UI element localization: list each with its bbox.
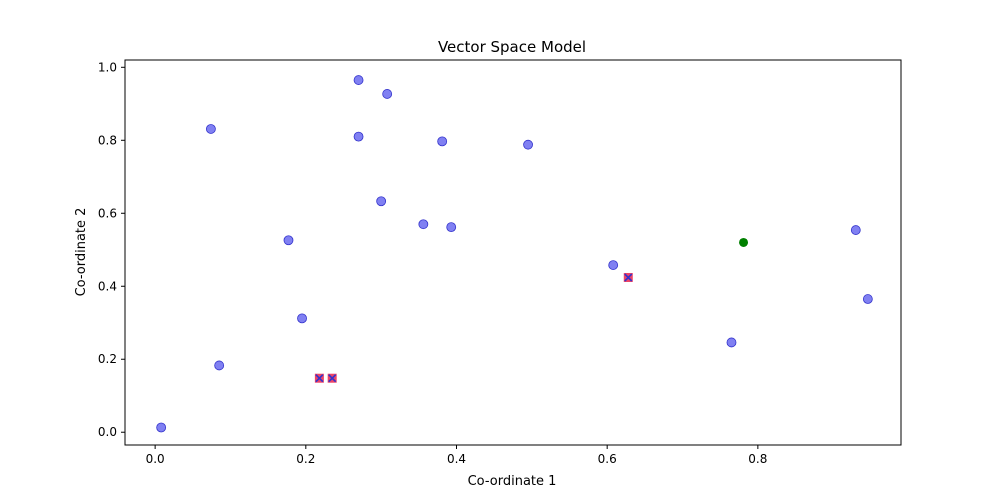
- document-point: [608, 260, 619, 270]
- x-tick-label: 0.8: [748, 452, 767, 466]
- query-point-x: [328, 374, 337, 383]
- query-point-marker: [327, 373, 337, 383]
- y-tick-label: 0.6: [98, 206, 117, 220]
- y-tick-label: 0.2: [98, 352, 117, 366]
- document-point: [205, 124, 216, 134]
- data-points: [156, 75, 873, 433]
- plot-area: [124, 59, 902, 446]
- document-point: [156, 422, 167, 433]
- x-tick-label: 0.0: [146, 452, 165, 466]
- y-tick-label: 0.0: [98, 425, 117, 439]
- document-point: [437, 136, 448, 147]
- document-point: [523, 139, 533, 150]
- axis-ticks: 0.0 0.2 0.4 0.6 0.8 0.0 0.2 0.4 0.6 0.8 1.0: [98, 60, 767, 466]
- document-point: [850, 225, 861, 235]
- document-point: [382, 89, 393, 99]
- document-point: [297, 313, 307, 324]
- y-tick-label: 0.4: [98, 279, 117, 293]
- y-tick-label: 0.8: [98, 133, 117, 147]
- document-point: [376, 196, 387, 207]
- x-tick-label: 0.6: [598, 452, 617, 466]
- x-tick-label: 0.4: [447, 452, 466, 466]
- y-tick-label: 1.0: [98, 60, 117, 74]
- document-point: [862, 294, 873, 304]
- document-point: [353, 131, 364, 142]
- chart-title: Vector Space Model: [438, 38, 586, 56]
- document-point: [214, 360, 225, 371]
- y-axis-label: Co-ordinate 2: [74, 208, 89, 297]
- x-tick-label: 0.2: [296, 452, 315, 466]
- document-point: [283, 235, 294, 246]
- highlight-point: [739, 237, 749, 247]
- x-axis-label: Co-ordinate 1: [468, 474, 557, 489]
- query-point-marker: [623, 272, 633, 282]
- query-point-x: [624, 273, 633, 282]
- document-point: [446, 222, 457, 233]
- document-point: [353, 75, 364, 85]
- document-point: [418, 219, 429, 230]
- document-point: [726, 337, 737, 348]
- query-point-x: [315, 374, 324, 383]
- query-point-marker: [314, 373, 324, 383]
